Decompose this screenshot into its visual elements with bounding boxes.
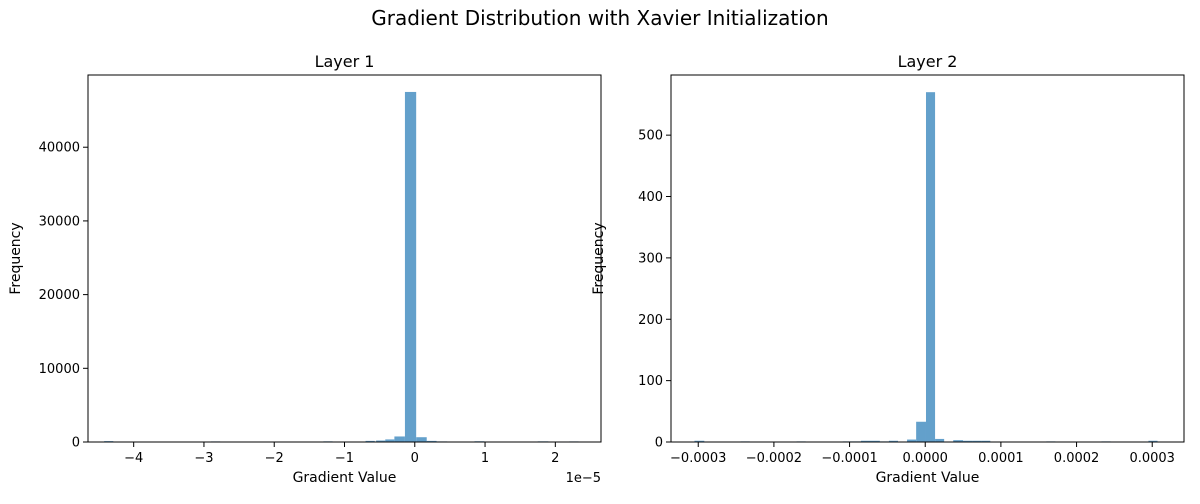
- panel-2-bar-6: [870, 440, 880, 442]
- panel-2-bar-10: [916, 421, 926, 442]
- panel-2-ytick-label-1: 100: [638, 374, 663, 389]
- panel-1-bar-8: [416, 437, 427, 442]
- panel-2: −0.0003 −0.0002 −0.0001 0.0000 0.0001 0.0002 0…: [591, 52, 1185, 486]
- panel-2-bar-14: [963, 440, 973, 442]
- panel-1-xtick-label-5: 1: [481, 451, 489, 466]
- panel-2-bar-13: [953, 440, 964, 442]
- panel-1-bar-9: [426, 440, 437, 442]
- panel-1-ytick-label-2: 20000: [39, 288, 80, 303]
- panel-1-title: Layer 1: [315, 52, 375, 71]
- panel-2-bar-9: [907, 439, 917, 442]
- panel-2-xtick-label-2: −0.0001: [821, 451, 877, 466]
- panel-2-bar-8: [888, 440, 898, 442]
- panel-2-xtick-label-5: 0.0002: [1054, 451, 1100, 466]
- panel-2-bar-19: [1148, 440, 1158, 442]
- panel-2-ytick-label-2: 200: [638, 313, 663, 328]
- panel-1-ytick-label-3: 30000: [39, 214, 80, 229]
- panel-1-bar-4: [376, 440, 386, 442]
- panel-1-xtick-label-2: −2: [265, 451, 284, 466]
- panel-2-xtick-label-0: −0.0003: [670, 451, 726, 466]
- panel-2-axes-frame: [670, 74, 1185, 443]
- panel-2-bar-15: [972, 440, 982, 442]
- panel-1: −4 −3 −2 −1 0 1 2 0 10000 20000 30000 40000 Layer 1 G…: [8, 52, 602, 486]
- panel-2-ytick-label-3: 300: [638, 251, 663, 266]
- panel-1-ytick-label-0: 0: [72, 436, 80, 451]
- panel-1-xtick-label-4: 0: [411, 451, 419, 466]
- panel-1-axes-frame: [87, 74, 602, 443]
- panel-1-bar-5: [385, 439, 395, 442]
- panel-2-bar-16: [981, 440, 991, 442]
- panel-2-xlabel: Gradient Value: [876, 470, 980, 486]
- panel-2-xtick-label-4: 0.0001: [978, 451, 1024, 466]
- panel-2-ytick-label-0: 0: [655, 436, 663, 451]
- figure-title: Gradient Distribution with Xavier Initia…: [371, 6, 829, 30]
- panel-1-ylabel: Frequency: [8, 222, 24, 294]
- panel-2-bar-12: [935, 438, 945, 442]
- panel-1-bar-6: [394, 436, 405, 442]
- panel-1-bar-3: [365, 440, 375, 442]
- panel-1-xtick-label-3: −1: [335, 451, 354, 466]
- panel-1-ytick-label-4: 40000: [39, 141, 80, 156]
- panel-1-ytick-label-1: 10000: [39, 362, 80, 377]
- panel-2-xtick-label-6: 0.0003: [1129, 451, 1175, 466]
- panel-2-bar-0: [694, 440, 705, 442]
- panel-1-x-offset-label: 1e−5: [566, 471, 601, 486]
- panel-1-xtick-label-1: −3: [194, 451, 213, 466]
- panel-2-ylabel: Frequency: [591, 222, 607, 294]
- panel-2-bar-5: [860, 440, 870, 442]
- panel-2-xtick-label-1: −0.0002: [746, 451, 802, 466]
- panel-2-xtick-label-3: 0.0000: [902, 451, 948, 466]
- panel-1-xtick-label-6: 2: [551, 451, 559, 466]
- panel-2-ytick-label-5: 500: [638, 129, 663, 144]
- panel-1-xtick-label-0: −4: [124, 451, 143, 466]
- panel-2-title: Layer 2: [898, 52, 958, 71]
- panel-1-xlabel: Gradient Value: [293, 470, 397, 486]
- panel-2-ytick-label-4: 400: [638, 190, 663, 205]
- panel-1-bar-7: [404, 91, 417, 442]
- panel-2-bar-11: [925, 92, 936, 443]
